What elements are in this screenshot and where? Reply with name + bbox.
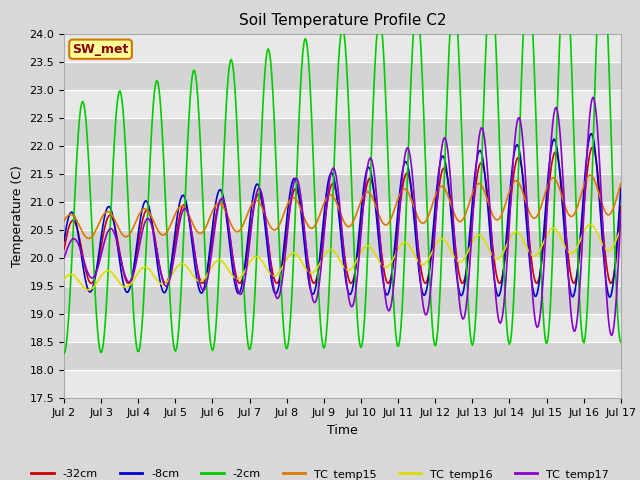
- Bar: [64, 118, 621, 146]
- Bar: [64, 61, 621, 90]
- Text: SW_met: SW_met: [72, 43, 129, 56]
- Bar: [64, 342, 621, 371]
- Bar: [64, 146, 621, 174]
- Bar: [64, 286, 621, 314]
- Legend: -32cm, -8cm, -2cm, TC_temp15, TC_temp16, TC_temp17: -32cm, -8cm, -2cm, TC_temp15, TC_temp16,…: [27, 464, 613, 480]
- X-axis label: Time: Time: [327, 424, 358, 437]
- Bar: [64, 230, 621, 258]
- Title: Soil Temperature Profile C2: Soil Temperature Profile C2: [239, 13, 446, 28]
- Bar: [64, 202, 621, 230]
- Bar: [64, 258, 621, 286]
- Bar: [64, 90, 621, 118]
- Bar: [64, 174, 621, 202]
- Bar: [64, 34, 621, 61]
- Y-axis label: Temperature (C): Temperature (C): [11, 165, 24, 267]
- Bar: [64, 314, 621, 342]
- Bar: [64, 371, 621, 398]
